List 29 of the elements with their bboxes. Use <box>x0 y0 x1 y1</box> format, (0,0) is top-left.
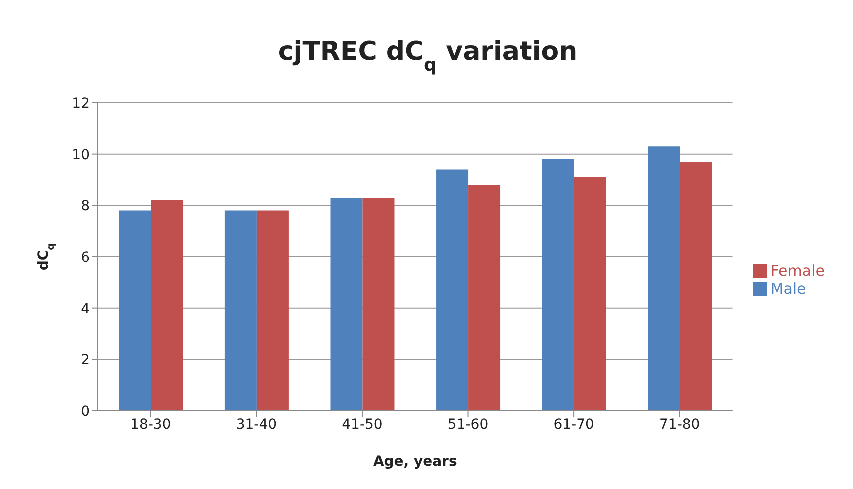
x-tick-label: 51-60 <box>448 416 489 433</box>
x-tick-label: 41-50 <box>342 416 383 433</box>
legend-label: Male <box>770 280 806 298</box>
x-tick-label: 31-40 <box>236 416 278 433</box>
bar <box>468 185 501 411</box>
y-tick-label: 10 <box>72 147 90 164</box>
bar <box>362 198 395 411</box>
y-tick-label: 0 <box>81 404 90 420</box>
y-tick-label: 6 <box>81 250 90 266</box>
bar <box>574 177 606 411</box>
chart-title: cjTREC dC$_{q}$ variation <box>278 37 578 76</box>
bar <box>151 200 184 411</box>
bar <box>330 198 363 411</box>
legend-label: Female <box>770 262 825 280</box>
bar <box>119 210 152 411</box>
bar <box>648 146 680 411</box>
x-tick-label: 18-30 <box>130 416 172 433</box>
x-axis-title: Age, years <box>373 454 458 470</box>
y-tick-label: 4 <box>81 301 90 318</box>
bar <box>224 210 257 411</box>
y-tick-label: 12 <box>72 96 90 112</box>
bar <box>542 159 574 411</box>
x-tick-label: 61-70 <box>554 416 594 433</box>
bar <box>436 170 469 411</box>
bar <box>256 210 289 411</box>
bar <box>680 162 712 411</box>
x-tick-label: 71-80 <box>660 416 700 433</box>
y-tick-label: 8 <box>81 198 90 215</box>
y-tick-label: 2 <box>81 352 90 369</box>
